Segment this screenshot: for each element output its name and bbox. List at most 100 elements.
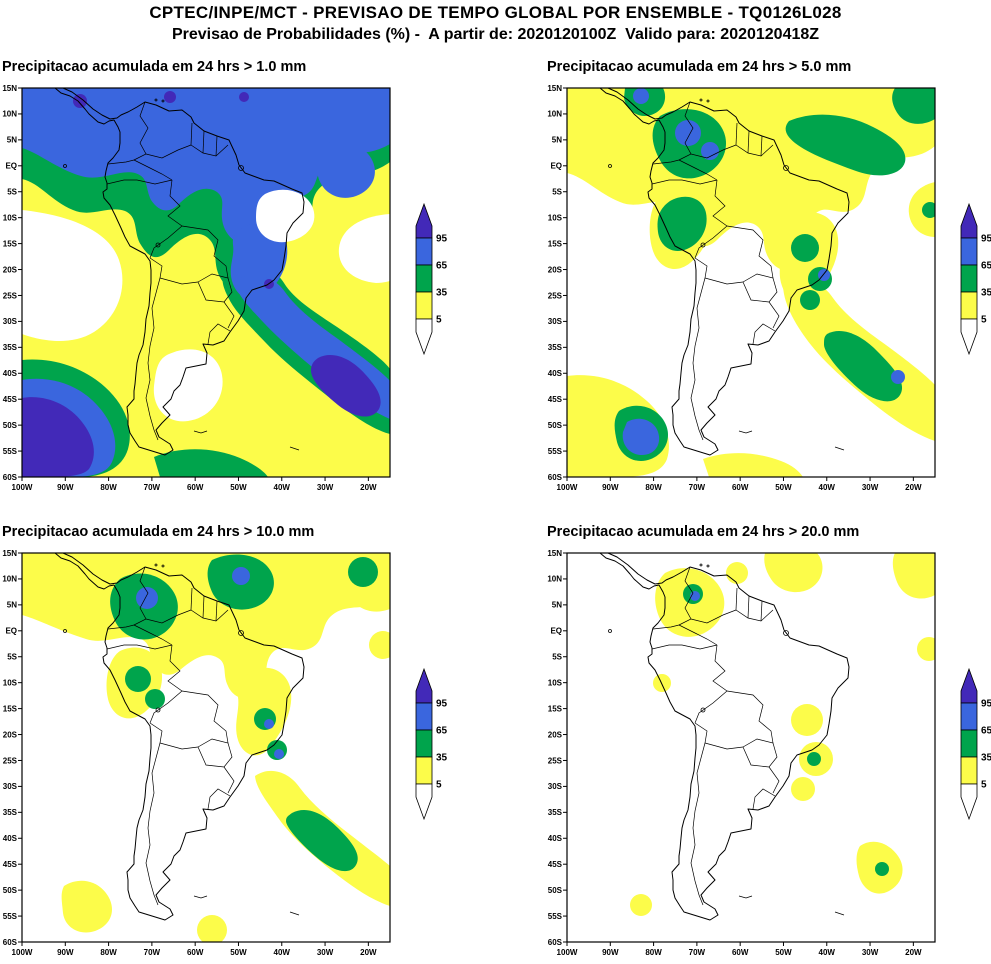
- svg-text:35: 35: [981, 753, 991, 764]
- svg-text:15S: 15S: [3, 704, 18, 713]
- svg-text:60S: 60S: [548, 938, 563, 947]
- svg-text:20S: 20S: [548, 730, 563, 739]
- precip-map-10mm: 15N 10N 5N EQ 5S 10S 15S 20S 25S 30S 35S 40S 45S 50S 5…: [2, 549, 391, 957]
- svg-text:90W: 90W: [602, 483, 619, 492]
- svg-text:30S: 30S: [3, 782, 18, 791]
- svg-text:60W: 60W: [187, 948, 204, 957]
- svg-text:5S: 5S: [552, 188, 562, 197]
- svg-text:80W: 80W: [100, 948, 117, 957]
- svg-text:70W: 70W: [689, 483, 706, 492]
- svg-text:20S: 20S: [3, 730, 18, 739]
- svg-text:5S: 5S: [552, 653, 562, 662]
- country-borders: [106, 566, 235, 906]
- svg-text:95: 95: [436, 699, 448, 710]
- lon-axis-labels: 100W 90W 80W 70W 60W 50W 40W 30W 20W: [557, 942, 922, 957]
- colorbar-labels: 95 65 35 5: [981, 234, 991, 326]
- svg-text:20S: 20S: [548, 265, 563, 274]
- map-border: [566, 552, 936, 943]
- islands: [608, 563, 845, 916]
- svg-text:55S: 55S: [548, 912, 563, 921]
- svg-text:15N: 15N: [547, 549, 562, 558]
- svg-text:60S: 60S: [3, 938, 18, 947]
- svg-text:100W: 100W: [12, 483, 33, 492]
- svg-text:45S: 45S: [548, 395, 563, 404]
- svg-text:5N: 5N: [552, 601, 562, 610]
- colorbar-labels: 95 65 35 5: [436, 234, 448, 326]
- country-borders: [651, 566, 780, 906]
- svg-text:15N: 15N: [2, 549, 17, 558]
- probability-field: [22, 88, 390, 477]
- map-border: [21, 87, 391, 478]
- svg-text:30W: 30W: [317, 483, 334, 492]
- coastline: [54, 88, 305, 456]
- svg-text:10S: 10S: [3, 678, 18, 687]
- svg-text:60S: 60S: [3, 473, 18, 482]
- svg-text:15S: 15S: [3, 239, 18, 248]
- islands: [63, 98, 300, 451]
- svg-text:30S: 30S: [3, 317, 18, 326]
- svg-text:30W: 30W: [862, 948, 879, 957]
- svg-text:90W: 90W: [602, 948, 619, 957]
- svg-text:40S: 40S: [3, 834, 18, 843]
- svg-text:50W: 50W: [230, 483, 247, 492]
- colorbar-legend: 95 65 35 5: [410, 667, 460, 827]
- svg-text:35S: 35S: [548, 808, 563, 817]
- svg-text:5S: 5S: [7, 188, 17, 197]
- lat-axis-labels: 15N 10N 5N EQ 5S 10S 15S 20S 25S 30S 35S 40S 45S 50S 5…: [547, 549, 567, 947]
- svg-text:40S: 40S: [3, 369, 18, 378]
- svg-text:20S: 20S: [3, 265, 18, 274]
- colorbar: 95 65 35 5: [960, 667, 991, 821]
- svg-text:25S: 25S: [548, 756, 563, 765]
- svg-text:10N: 10N: [547, 110, 562, 119]
- colorbar-labels: 95 65 35 5: [436, 699, 448, 791]
- probability-field: [567, 553, 935, 942]
- lon-axis-labels: 100W 90W 80W 70W 60W 50W 40W 30W 20W: [12, 477, 377, 492]
- svg-text:40W: 40W: [274, 948, 291, 957]
- colorbar-legend: 95 65 35 5: [410, 202, 460, 362]
- map-container-5mm: 15N 10N 5N EQ 5S 10S 15S 20S 25S 30S 35S 40S 45S 50S 5…: [545, 84, 941, 494]
- svg-text:45S: 45S: [3, 395, 18, 404]
- lon-axis-labels: 100W 90W 80W 70W 60W 50W 40W 30W 20W: [12, 942, 377, 957]
- country-borders: [651, 101, 780, 441]
- svg-text:5: 5: [981, 780, 987, 791]
- svg-text:25S: 25S: [548, 291, 563, 300]
- svg-text:50S: 50S: [3, 886, 18, 895]
- map-border: [21, 552, 391, 943]
- country-borders: [106, 101, 235, 441]
- panel-title: Precipitacao acumulada em 24 hrs > 1.0 m…: [2, 59, 307, 75]
- svg-text:5N: 5N: [7, 601, 17, 610]
- svg-text:EQ: EQ: [5, 627, 17, 636]
- svg-text:30W: 30W: [317, 948, 334, 957]
- svg-text:45S: 45S: [3, 860, 18, 869]
- svg-text:95: 95: [981, 699, 991, 710]
- svg-text:10S: 10S: [548, 678, 563, 687]
- lat-axis-labels: 15N 10N 5N EQ 5S 10S 15S 20S 25S 30S 35S 40S 45S 50S 5…: [2, 549, 22, 947]
- svg-text:35: 35: [436, 288, 448, 299]
- lat-axis-labels: 15N 10N 5N EQ 5S 10S 15S 20S 25S 30S 35S 40S 45S 50S 5…: [547, 84, 567, 482]
- probability-field: [22, 553, 390, 942]
- colorbar-labels: 95 65 35 5: [981, 699, 991, 791]
- probability-field: [567, 88, 935, 477]
- svg-text:60W: 60W: [732, 483, 749, 492]
- svg-text:100W: 100W: [12, 948, 33, 957]
- precip-map-5mm: 15N 10N 5N EQ 5S 10S 15S 20S 25S 30S 35S 40S 45S 50S 5…: [547, 84, 936, 492]
- svg-text:35S: 35S: [3, 343, 18, 352]
- svg-text:5: 5: [981, 315, 987, 326]
- svg-text:5N: 5N: [7, 136, 17, 145]
- svg-text:55S: 55S: [3, 912, 18, 921]
- svg-text:20W: 20W: [360, 948, 377, 957]
- svg-text:80W: 80W: [100, 483, 117, 492]
- svg-text:40S: 40S: [548, 369, 563, 378]
- svg-text:90W: 90W: [57, 483, 74, 492]
- map-border: [566, 87, 936, 478]
- coastline: [599, 553, 850, 921]
- panel-precip-gt-10mm: Precipitacao acumulada em 24 hrs > 10.0 …: [0, 523, 500, 957]
- svg-text:55S: 55S: [3, 447, 18, 456]
- svg-text:5N: 5N: [552, 136, 562, 145]
- svg-text:10N: 10N: [2, 575, 17, 584]
- svg-text:5: 5: [436, 315, 442, 326]
- svg-text:20W: 20W: [905, 948, 922, 957]
- svg-text:40W: 40W: [274, 483, 291, 492]
- svg-text:40W: 40W: [819, 483, 836, 492]
